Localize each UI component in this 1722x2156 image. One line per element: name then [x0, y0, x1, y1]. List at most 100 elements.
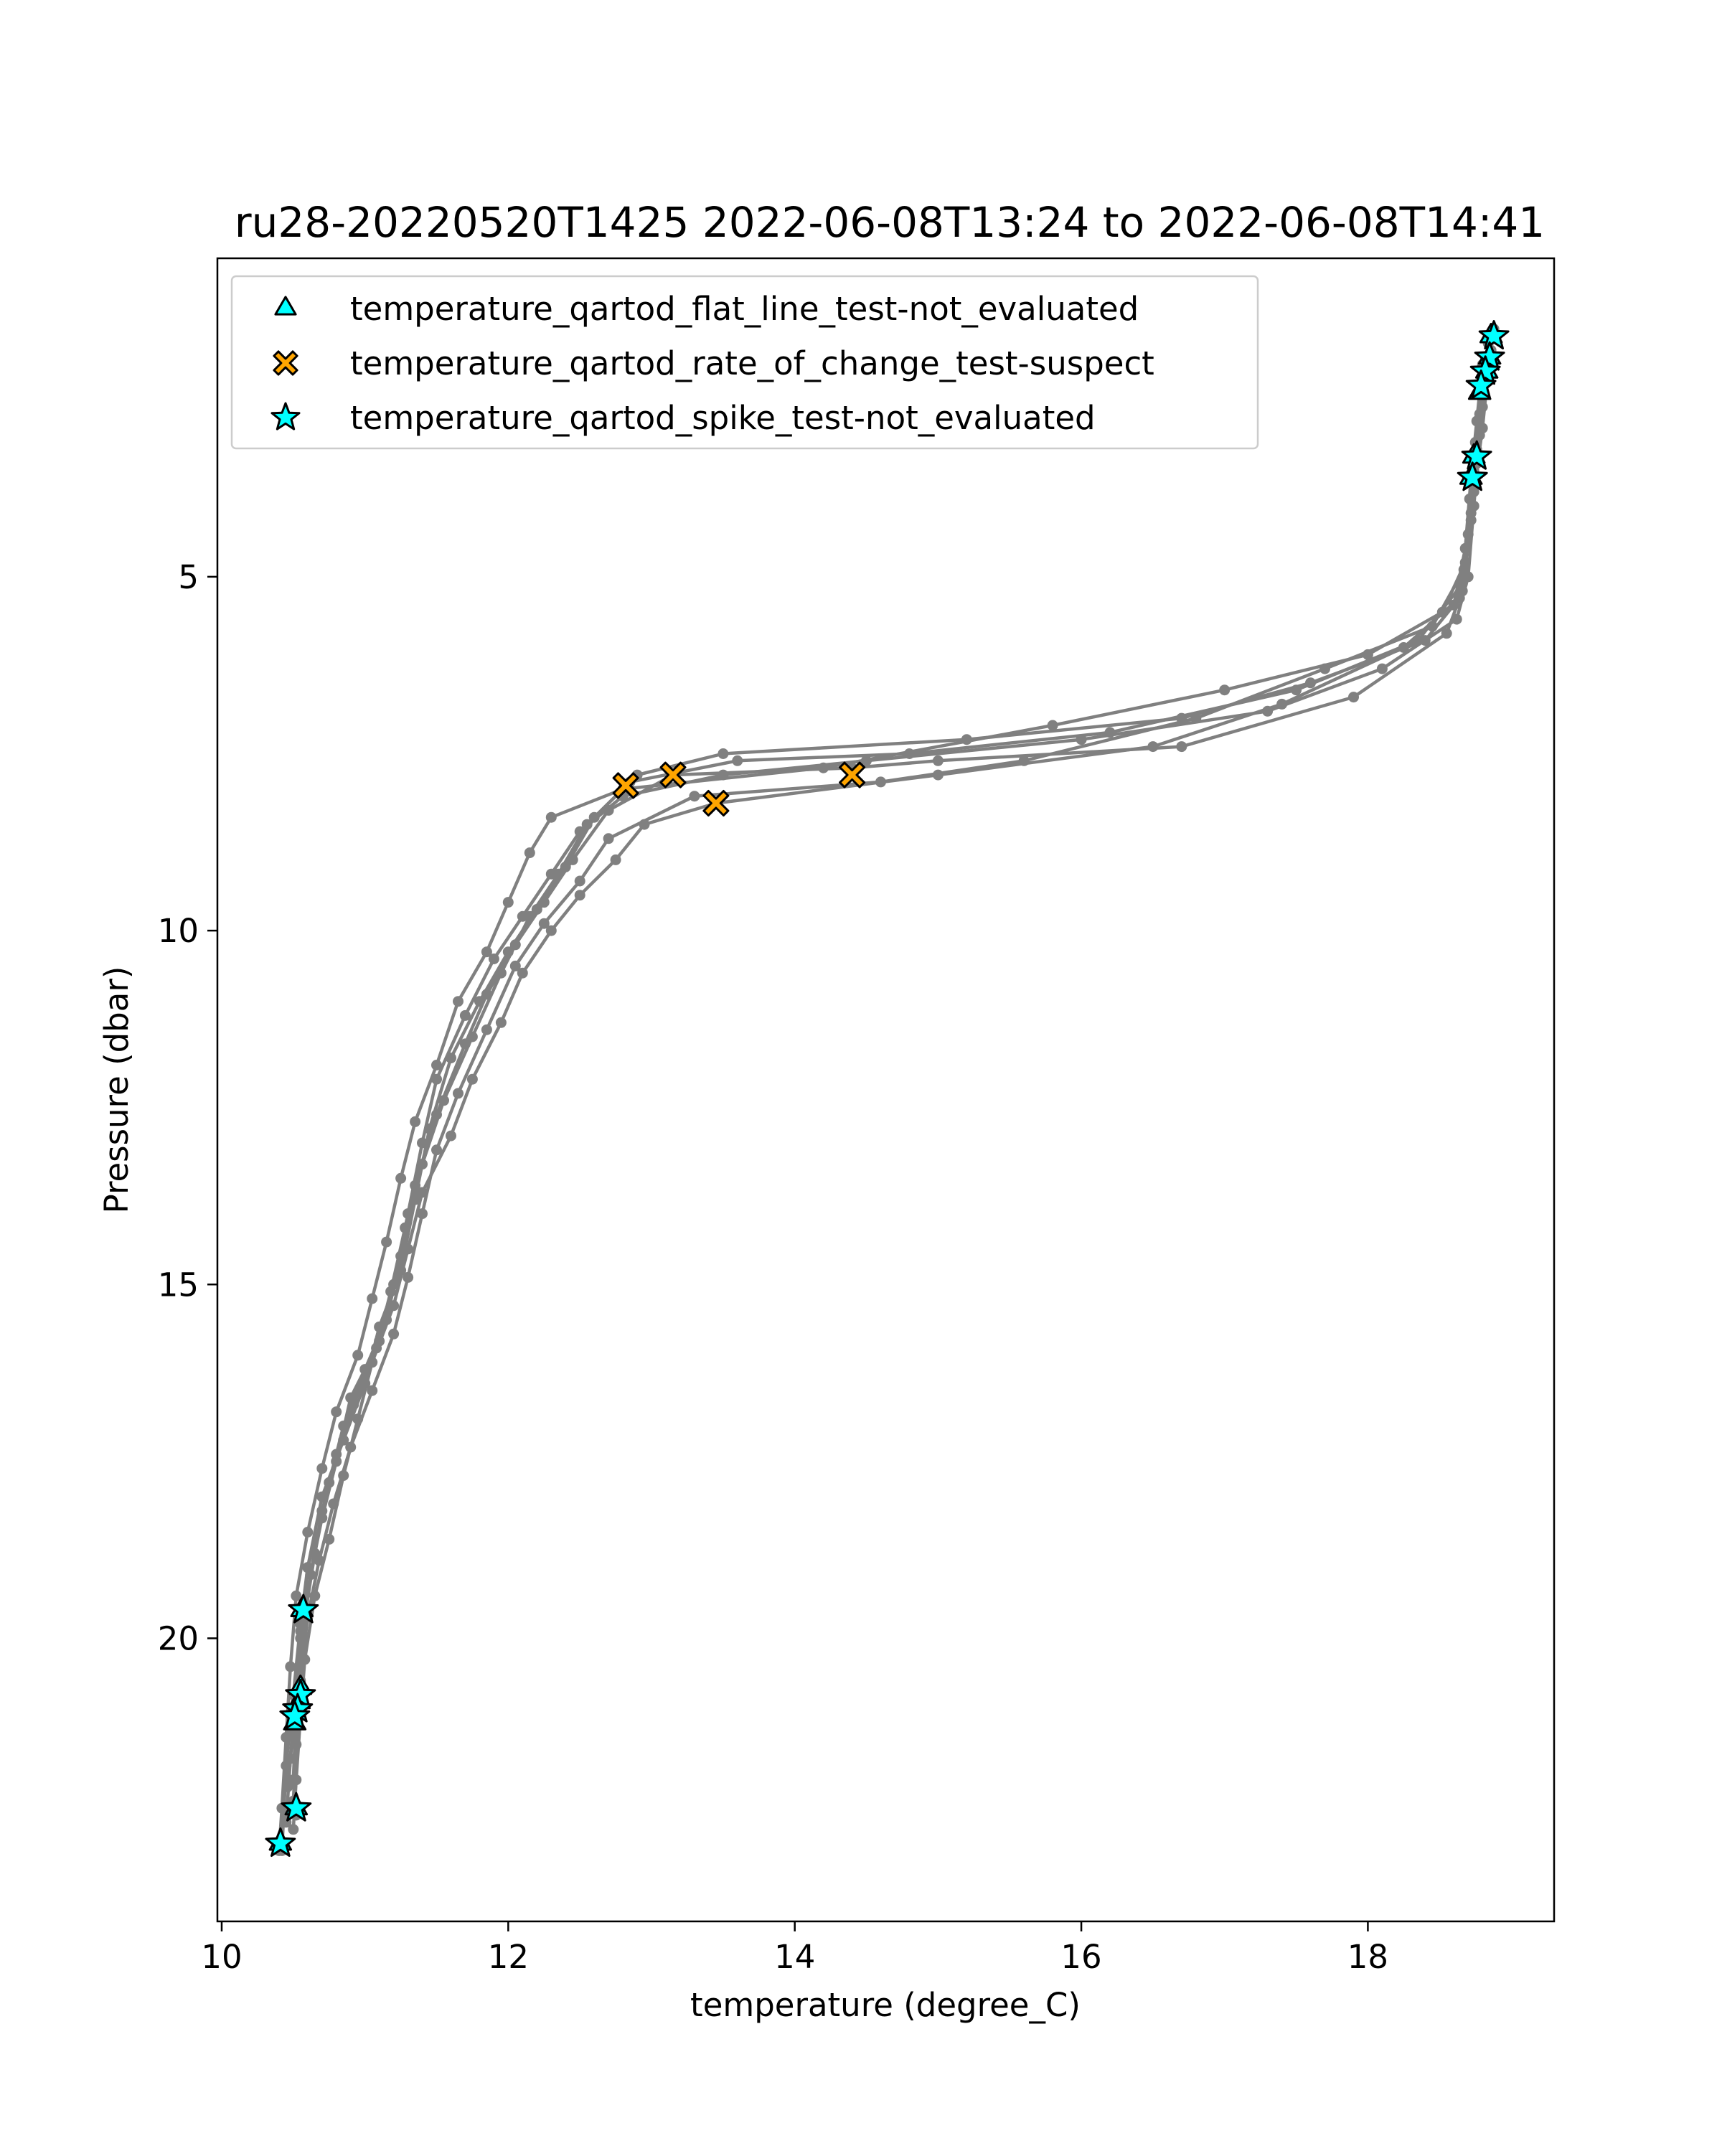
profile-point [1457, 578, 1468, 590]
profile-point [538, 918, 550, 929]
profile-point [305, 1569, 316, 1581]
profile-point [288, 1824, 299, 1835]
profile-point [1047, 720, 1058, 731]
profile-point [395, 1172, 407, 1184]
profile-point [718, 748, 729, 759]
profile-point [1147, 741, 1159, 753]
profile-point [481, 1024, 492, 1035]
legend-flat-line-marker [274, 296, 297, 316]
x-tick-label: 10 [201, 1938, 242, 1976]
y-tick-label: 20 [158, 1619, 199, 1657]
x-tick-label: 12 [488, 1938, 529, 1976]
profile-point [316, 1463, 328, 1474]
profile-point [517, 967, 528, 979]
spike-test-marker [1465, 369, 1497, 399]
rate-of-change-marker [612, 772, 639, 799]
profile-point [545, 811, 557, 823]
legend-frame [230, 275, 1259, 450]
chart-title: ru28-20220520T1425 2022-06-08T13:24 to 2… [235, 198, 1545, 247]
profile-point [689, 791, 700, 802]
profile-point [403, 1243, 414, 1255]
profile-point [1348, 692, 1359, 703]
profile-point [610, 854, 621, 865]
profile-point [488, 954, 499, 964]
profile-point [352, 1350, 364, 1361]
profile-point [466, 1031, 478, 1042]
profile-point [581, 819, 593, 830]
x-tick-label: 14 [774, 1938, 815, 1976]
y-tick-label: 5 [178, 558, 199, 596]
profile-point [1190, 712, 1202, 724]
profile-point [328, 1498, 339, 1510]
spike-test-marker [279, 1700, 311, 1730]
legend-spike-label: temperature_qartod_spike_test-not_evalua… [350, 399, 1096, 437]
profile-point [438, 1095, 449, 1106]
profile-point [417, 1208, 428, 1220]
profile-point [446, 1053, 456, 1064]
profile-point [285, 1753, 296, 1764]
profile-point [1319, 663, 1330, 674]
legend-flat-line-label: temperature_qartod_flat_line_test-not_ev… [350, 290, 1139, 328]
profile-point [1276, 698, 1288, 710]
profile-point [431, 1060, 442, 1070]
profile-point [431, 1144, 442, 1156]
profile-point [381, 1236, 392, 1248]
y-tick-label: 15 [158, 1266, 199, 1304]
profile-point [385, 1286, 397, 1297]
profile-point [1291, 684, 1302, 696]
profile-point [732, 755, 743, 766]
x-tick-label: 16 [1060, 1938, 1101, 1976]
spike-test-marker [281, 1792, 312, 1822]
profile-point [388, 1328, 400, 1340]
rate-of-change-marker [839, 761, 866, 789]
profile-line-6 [291, 385, 1483, 1802]
profile-point [345, 1441, 357, 1453]
profile-point [371, 1342, 382, 1354]
profile-point [453, 1088, 464, 1099]
profile-point [875, 776, 886, 788]
legend: temperature_qartod_flat_line_test-not_ev… [230, 275, 1259, 450]
spike-test-marker [265, 1827, 296, 1857]
y-tick-label: 10 [158, 912, 199, 950]
profile-point [1412, 635, 1424, 646]
profile-point [285, 1661, 296, 1672]
profile-point [453, 996, 464, 1007]
profile-point [1176, 741, 1187, 753]
profile-point [388, 1300, 400, 1312]
profile-point [495, 1017, 507, 1028]
legend-spike-marker [270, 402, 301, 430]
profile-point [316, 1505, 328, 1517]
legend-rate-of-change-label: temperature_qartod_rate_of_change_test-s… [350, 344, 1154, 382]
profile-point [459, 1009, 471, 1021]
profile-point [603, 833, 614, 844]
profile-point [574, 890, 585, 901]
legend-rate-of-change-marker [273, 350, 298, 376]
profile-point [417, 1159, 428, 1170]
profile-point [524, 847, 535, 859]
profile-point [1465, 507, 1477, 519]
x-tick-label: 18 [1347, 1938, 1388, 1976]
profile-point [314, 1555, 325, 1566]
profile-point [400, 1222, 411, 1233]
profile-point [367, 1385, 378, 1396]
profile-point [295, 1626, 306, 1637]
y-axis-label: Pressure (dbar) [98, 966, 136, 1214]
profile-point [552, 868, 564, 880]
profile-point [302, 1527, 314, 1538]
profile-point [466, 1073, 478, 1085]
profile-point [481, 946, 492, 958]
profile-point [281, 1732, 292, 1743]
qc-markers-layer [265, 320, 1510, 1857]
spike-test-marker [1469, 355, 1501, 385]
profile-point [1104, 727, 1116, 738]
profile-point [291, 1590, 302, 1601]
profile-point [545, 925, 557, 936]
spike-test-marker [288, 1594, 319, 1624]
profile-point [331, 1449, 342, 1460]
profile-point [331, 1406, 342, 1418]
profile-point [446, 1130, 456, 1141]
legend-entries: temperature_qartod_flat_line_test-not_ev… [270, 290, 1154, 437]
profile-point [574, 875, 585, 887]
y-axis: 5 10 15 20 [158, 558, 217, 1657]
